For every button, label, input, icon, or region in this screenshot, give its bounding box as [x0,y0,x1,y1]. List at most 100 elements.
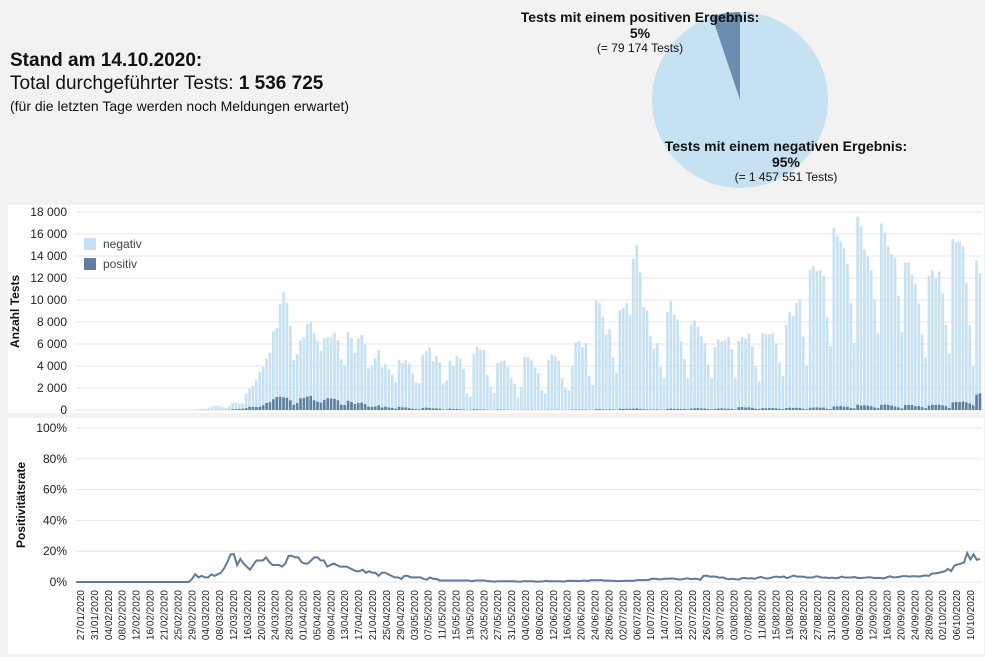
bar-negativ [761,333,764,410]
bar-negativ [703,342,707,410]
bar-negativ [886,246,890,410]
bar-negativ [689,324,693,410]
bar-negativ [666,311,669,410]
bar-positiv [747,407,751,410]
bar-positiv [784,408,788,410]
bar-positiv [859,405,863,410]
x-tick-label: 19/08/2020 [785,590,796,640]
bar-positiv [472,409,476,410]
line-y-tick-label: 80% [43,452,67,466]
x-tick-label: 04/02/2020 [104,590,115,640]
bar-positiv [285,397,289,410]
bar-positiv [350,401,353,410]
bar-negativ [720,341,724,410]
bar-positiv [869,406,873,410]
bar-negativ [795,302,798,410]
bar-positiv [608,409,611,410]
pie-chart [652,11,829,188]
bar-positiv [720,408,724,410]
bar-negativ [965,282,968,410]
bar-positiv [598,409,601,410]
bar-negativ [873,299,876,410]
bar-positiv [601,409,605,410]
bar-positiv [893,406,897,410]
bar-negativ [241,403,245,410]
bar-negativ [384,364,387,410]
bar-negativ [387,369,391,410]
bar-negativ [581,347,584,410]
legend-item-positiv: positiv [84,254,142,274]
x-tick-label: 13/04/2020 [340,590,351,640]
x-tick-label: 27/05/2020 [493,590,504,640]
bar-positiv [839,406,842,410]
bar-positiv [761,408,764,410]
bar-negativ [258,371,262,410]
bar-negativ [255,380,258,410]
bar-negativ [567,390,571,410]
bar-negativ [360,335,363,410]
x-tick-label: 10/10/2020 [966,590,977,640]
bar-positiv [683,408,686,410]
bar-positiv [866,405,870,410]
bar-negativ [431,361,435,410]
bar-negativ [591,385,594,410]
bar-positiv [404,407,408,410]
bar-negativ [598,303,601,410]
positivity-line [76,550,981,583]
bar-negativ [248,388,251,410]
bar-negativ [961,246,965,410]
bar-negativ [805,365,809,410]
negative-percent: 95% [771,154,801,170]
bar-negativ [472,353,476,410]
bar-negativ [740,337,744,410]
bar-negativ [632,258,635,410]
bar-positiv [435,408,438,410]
bar-negativ [835,235,839,410]
bar-negativ [801,336,805,410]
bar-negativ [764,334,768,410]
bar-negativ [312,333,316,410]
bar-positiv [771,408,775,410]
bar-negativ [438,362,442,410]
bar-positiv [798,407,802,410]
bar-positiv [621,408,625,410]
pie-label-positive: Tests mit einem positiven Ergebnis: 5% (… [490,9,790,55]
x-tick-label: 09/04/2020 [326,590,337,640]
x-tick-label: 20/09/2020 [896,590,907,640]
bar-negativ [686,378,690,410]
bar-positiv [717,408,720,410]
x-tick-label: 08/03/2020 [215,590,226,640]
x-tick-label: 19/05/2020 [465,590,476,640]
bar-positiv [886,404,890,410]
x-tick-label: 16/02/2020 [146,590,157,640]
bar-negativ [655,343,659,410]
bar-positiv [462,409,465,410]
bar-positiv [937,404,941,410]
bar-positiv [801,408,805,410]
bar-positiv [788,407,792,410]
bar-positiv [757,409,761,410]
bar-negativ [475,347,479,410]
bar-negativ [339,359,343,410]
bar-positiv [951,402,955,410]
bar-negativ [289,325,292,410]
bar-negativ [577,341,581,410]
bar-positiv [727,408,730,410]
bar-negativ [543,394,547,410]
bar-negativ [272,331,275,410]
bar-negativ [645,310,649,410]
bar-positiv [703,408,707,410]
legend-swatch-positiv [84,258,96,270]
bar-negativ [353,352,357,410]
bar-positiv [380,407,384,410]
x-tick-label: 08/02/2020 [118,590,129,640]
bar-negativ [812,266,815,410]
x-tick-label: 21/04/2020 [368,590,379,640]
bar-negativ [322,338,326,410]
bar-positiv [642,409,645,410]
x-tick-label: 07/05/2020 [424,590,435,640]
bar-negativ [401,362,404,410]
bar-negativ [373,358,377,410]
x-tick-label: 10/07/2020 [646,590,657,640]
x-tick-label: 08/09/2020 [855,590,866,640]
